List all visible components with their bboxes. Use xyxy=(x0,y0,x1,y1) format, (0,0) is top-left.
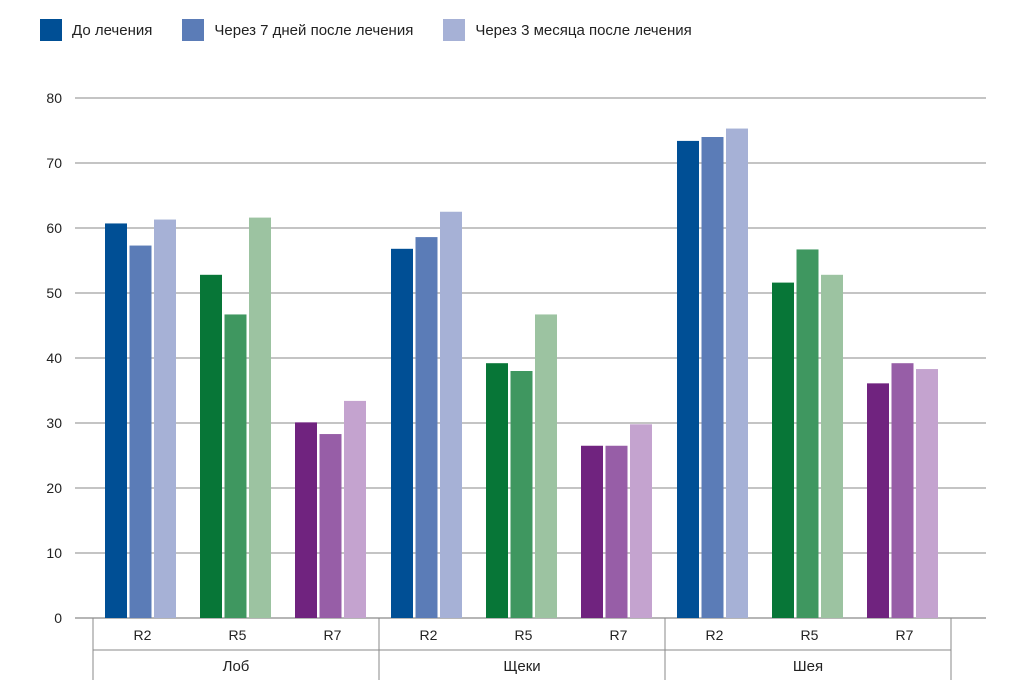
bar-Щеки-R5-1 xyxy=(510,371,533,618)
y-tick-label: 60 xyxy=(46,220,62,236)
bar-Лоб-R7-2 xyxy=(344,400,366,618)
bar-Шея-R7-1 xyxy=(891,363,914,618)
y-tick-label: 10 xyxy=(46,545,62,561)
bar-Шея-R2-2 xyxy=(726,128,748,619)
x-subgroup-label: R2 xyxy=(420,627,438,643)
bar-Шея-R5-2 xyxy=(821,274,843,618)
bar-Щеки-R7-2 xyxy=(630,424,652,618)
bar-Щеки-R7-0 xyxy=(581,445,603,618)
x-subgroup-label: R2 xyxy=(134,627,152,643)
y-tick-label: 70 xyxy=(46,155,62,171)
x-subgroup-label: R7 xyxy=(324,627,342,643)
bar-Щеки-R7-1 xyxy=(605,445,628,618)
y-tick-label: 80 xyxy=(46,90,62,106)
bars-layer xyxy=(105,128,938,619)
y-tick-label: 20 xyxy=(46,480,62,496)
x-axis-layer: R2 R5 R7 Лоб R2 R5 R7 Щеки R2 R5 R7 Шея xyxy=(92,618,952,680)
y-tick-label: 0 xyxy=(54,610,62,626)
bar-Шея-R2-1 xyxy=(701,137,724,618)
bar-Лоб-R2-2 xyxy=(154,219,176,619)
legend-label-before-treatment: До лечения xyxy=(72,21,153,39)
x-subgroup-label: R7 xyxy=(610,627,628,643)
legend-item-after-7-days: Через 7 дней после лечения xyxy=(182,19,413,41)
legend-swatch-after-7-days xyxy=(182,19,205,41)
legend-label-after-3-months: Через 3 месяца после лечения xyxy=(475,21,692,39)
x-subgroup-label: R5 xyxy=(515,627,533,643)
bar-Шея-R7-2 xyxy=(916,369,938,618)
bar-Лоб-R7-1 xyxy=(319,434,342,618)
bar-Щеки-R2-0 xyxy=(391,248,413,619)
legend-swatch-after-3-months xyxy=(443,19,466,41)
bar-Лоб-R2-0 xyxy=(105,223,127,618)
bar-Лоб-R2-1 xyxy=(129,245,152,619)
x-group-label: Шея xyxy=(793,658,823,675)
x-group-label: Лоб xyxy=(223,658,250,675)
bar-Шея-R5-0 xyxy=(772,282,794,618)
legend-label-after-7-days: Через 7 дней после лечения xyxy=(214,21,414,39)
bar-Шея-R5-1 xyxy=(796,249,819,618)
bar-Лоб-R7-0 xyxy=(295,422,317,618)
bar-Лоб-R5-2 xyxy=(249,217,271,618)
chart-legend: До лечения Через 7 дней после лечения Че… xyxy=(40,19,722,41)
y-tick-label: 50 xyxy=(46,285,62,301)
bar-Щеки-R5-2 xyxy=(535,314,557,618)
y-tick-label: 40 xyxy=(46,350,62,366)
x-subgroup-label: R7 xyxy=(896,627,914,643)
bar-Щеки-R5-0 xyxy=(486,363,508,618)
legend-swatch-before-treatment xyxy=(40,19,62,41)
legend-item-after-3-months: Через 3 месяца после лечения xyxy=(443,19,692,41)
x-group-label: Щеки xyxy=(503,658,540,675)
bar-Шея-R7-0 xyxy=(867,383,889,618)
bar-Щеки-R2-1 xyxy=(415,237,438,618)
bar-Лоб-R5-1 xyxy=(224,314,247,618)
x-subgroup-label: R5 xyxy=(229,627,247,643)
x-subgroup-label: R2 xyxy=(706,627,724,643)
x-subgroup-label: R5 xyxy=(801,627,819,643)
bar-Щеки-R2-2 xyxy=(440,211,462,618)
y-tick-label: 30 xyxy=(46,415,62,431)
bar-Шея-R2-0 xyxy=(677,140,699,618)
bar-Лоб-R5-0 xyxy=(200,274,222,618)
legend-item-before-treatment: До лечения xyxy=(40,19,152,41)
